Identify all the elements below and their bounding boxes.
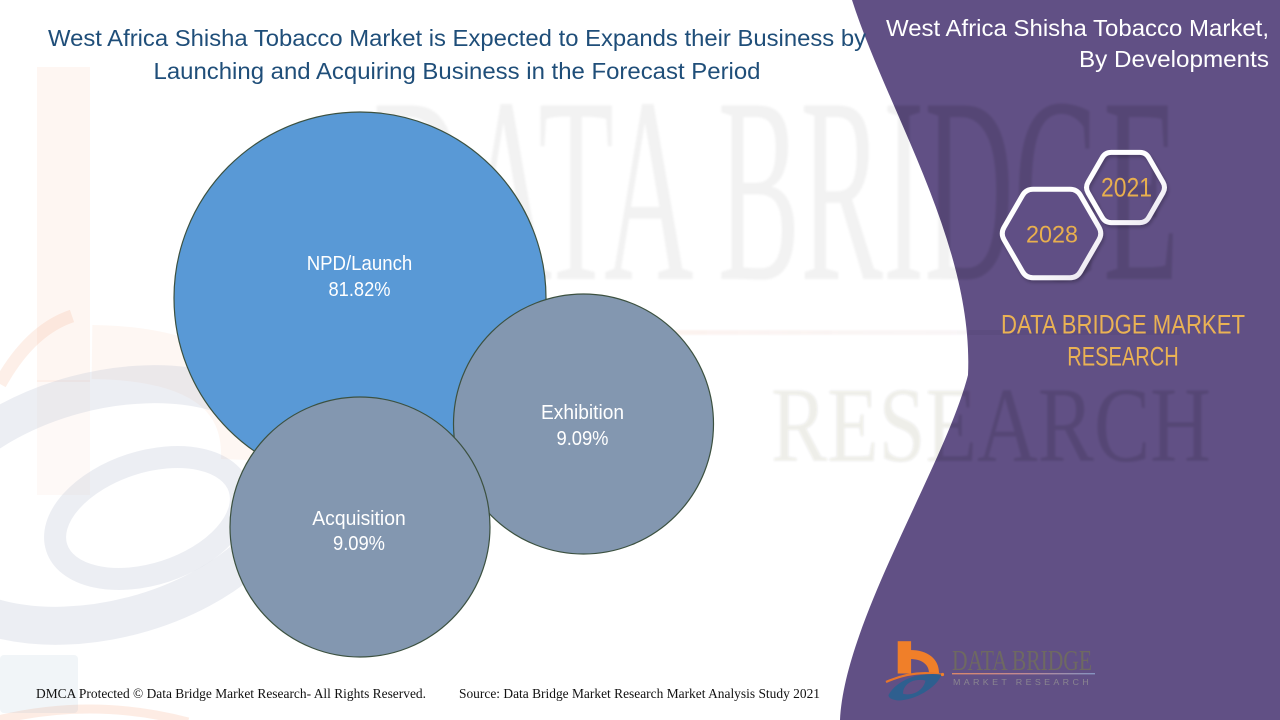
svg-text:9.09%: 9.09% (333, 533, 385, 555)
svg-text:RESEARCH: RESEARCH (1067, 342, 1179, 372)
svg-text:9.09%: 9.09% (557, 428, 609, 450)
svg-text:Source: Data Bridge Market Res: Source: Data Bridge Market Research Mark… (459, 686, 820, 701)
svg-text:MARKET RESEARCH: MARKET RESEARCH (953, 678, 1092, 687)
svg-text:Exhibition: Exhibition (541, 402, 624, 424)
svg-text:Acquisition: Acquisition (312, 508, 405, 530)
svg-text:West Africa Shisha Tobacco Mar: West Africa Shisha Tobacco Market is Exp… (48, 25, 867, 51)
svg-text:DATA BRIDGE: DATA BRIDGE (952, 646, 1092, 677)
svg-text:By Developments: By Developments (1079, 46, 1269, 72)
svg-text:81.82%: 81.82% (329, 279, 391, 301)
svg-text:2021: 2021 (1101, 173, 1152, 203)
svg-text:DATA BRIDGE MARKET: DATA BRIDGE MARKET (1001, 310, 1245, 340)
svg-text:NPD/Launch: NPD/Launch (307, 253, 413, 275)
svg-text:Launching and Acquiring Busine: Launching and Acquiring Business in the … (154, 58, 761, 84)
svg-text:2028: 2028 (1026, 222, 1078, 249)
svg-text:West Africa Shisha Tobacco Mar: West Africa Shisha Tobacco Market, (886, 15, 1269, 41)
svg-text:DMCA Protected © Data Bridge M: DMCA Protected © Data Bridge Market Rese… (36, 686, 426, 701)
